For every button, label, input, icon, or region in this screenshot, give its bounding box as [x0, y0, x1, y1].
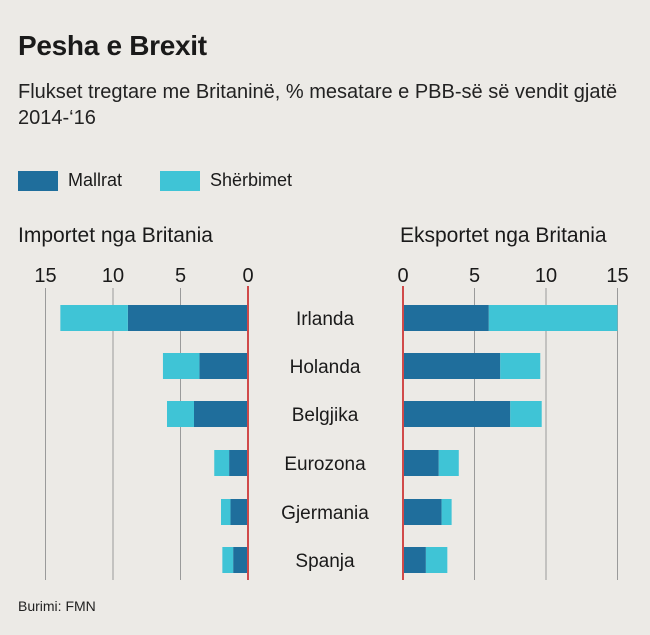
- category-label-belgjika: Belgjika: [292, 405, 359, 426]
- panel-title-exports: Eksportet nga Britania: [400, 224, 607, 247]
- imports-bar-goods-irlanda: [127, 305, 248, 331]
- panel-title-imports: Importet nga Britania: [18, 224, 213, 247]
- exports-bar-goods-irlanda: [403, 305, 489, 331]
- exports-bar-services-belgjika: [510, 401, 542, 427]
- category-label-spanja: Spanja: [295, 551, 355, 572]
- imports-bar-goods-spanja: [233, 547, 248, 573]
- category-label-holanda: Holanda: [290, 357, 361, 378]
- exports-bar-goods-gjermania: [403, 499, 442, 525]
- imports-tick-label-0: 0: [242, 265, 253, 287]
- exports-bar-goods-holanda: [403, 353, 501, 379]
- imports-bar-goods-holanda: [199, 353, 248, 379]
- legend-label-services: Shërbimet: [210, 170, 293, 190]
- exports-bar-services-spanja: [425, 547, 448, 573]
- imports-bar-goods-belgjika: [194, 401, 248, 427]
- exports-bar-services-eurozona: [438, 450, 459, 476]
- imports-bar-services-irlanda: [60, 305, 128, 331]
- exports-tick-label-10: 10: [535, 265, 557, 287]
- imports-tick-label-15: 15: [34, 265, 56, 287]
- exports-tick-label-0: 0: [397, 265, 408, 287]
- exports-bar-services-gjermania: [441, 499, 452, 525]
- exports-tick-label-15: 15: [606, 265, 628, 287]
- legend-item-goods: Mallrat: [18, 170, 122, 191]
- imports-tick-label-5: 5: [175, 265, 186, 287]
- imports-bar-goods-gjermania: [230, 499, 248, 525]
- legend-label-goods: Mallrat: [68, 170, 123, 190]
- legend-item-services: Shërbimet: [160, 170, 292, 191]
- chart-title: Pesha e Brexit: [18, 30, 207, 61]
- imports-bar-services-spanja: [222, 547, 234, 573]
- imports-bar-goods-eurozona: [229, 450, 248, 476]
- imports-bar-services-belgjika: [167, 401, 194, 427]
- exports-bar-goods-eurozona: [403, 450, 439, 476]
- exports-bar-goods-belgjika: [403, 401, 511, 427]
- imports-tick-label-10: 10: [102, 265, 124, 287]
- legend: Mallrat Shërbimet: [18, 170, 330, 191]
- imports-bar-services-holanda: [162, 353, 200, 379]
- imports-bar-services-eurozona: [214, 450, 230, 476]
- exports-tick-label-5: 5: [469, 265, 480, 287]
- legend-swatch-goods: [18, 170, 58, 191]
- imports-bar-services-gjermania: [221, 499, 231, 525]
- source-note: Burimi: FMN: [18, 598, 96, 614]
- legend-swatch-services: [160, 170, 201, 191]
- exports-bar-goods-spanja: [403, 547, 426, 573]
- exports-bar-services-irlanda: [488, 305, 618, 331]
- category-label-gjermania: Gjermania: [281, 503, 369, 524]
- category-label-eurozona: Eurozona: [284, 454, 366, 475]
- category-label-irlanda: Irlanda: [296, 309, 355, 330]
- exports-bar-services-holanda: [500, 353, 541, 379]
- chart-subtitle: Flukset tregtare me Britaninë, % mesatar…: [18, 81, 618, 129]
